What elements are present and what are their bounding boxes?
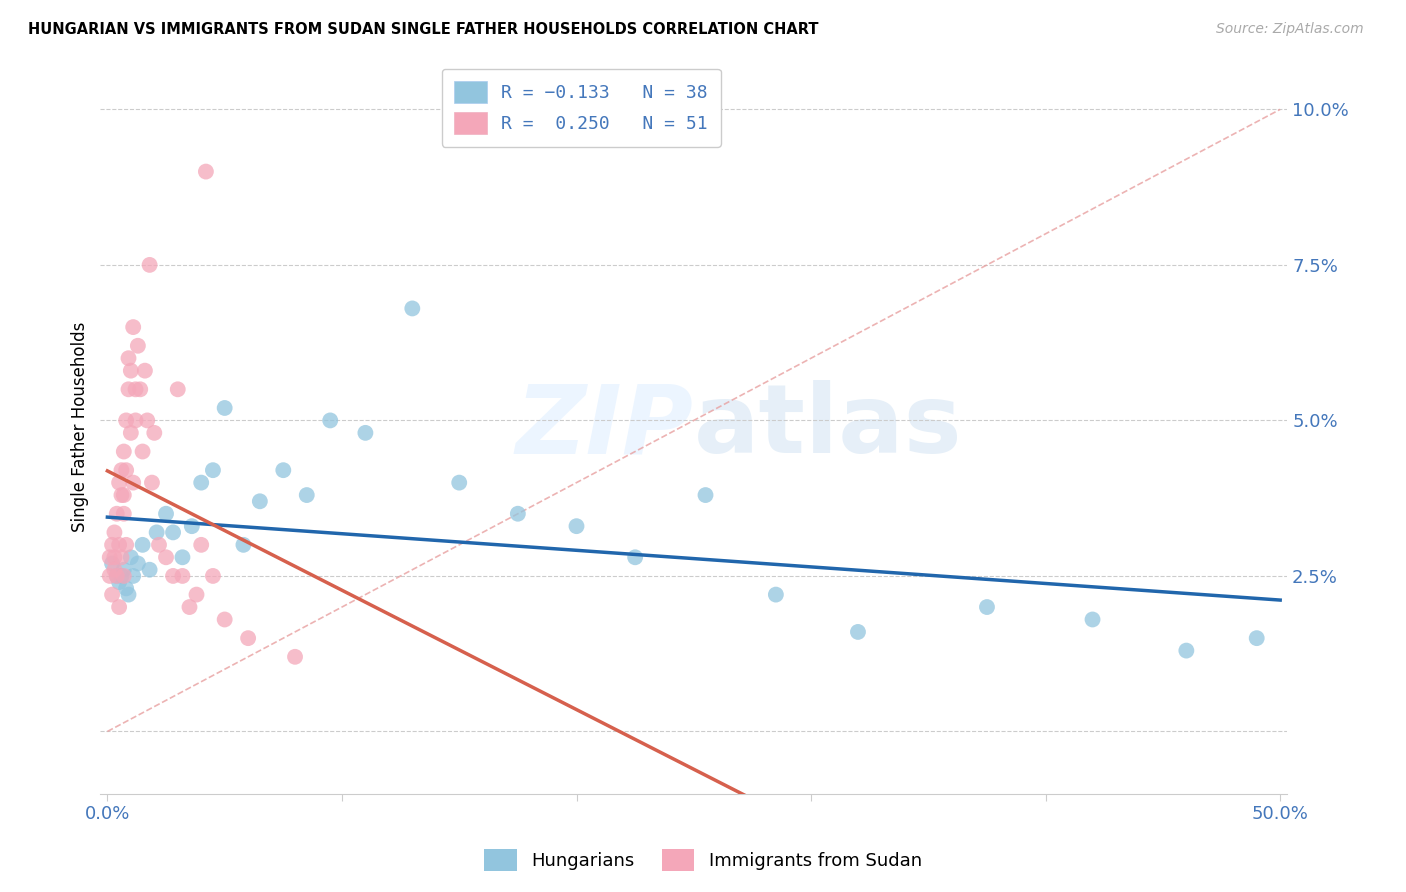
Point xyxy=(155,550,177,565)
Point xyxy=(201,569,224,583)
Point xyxy=(108,538,131,552)
Point xyxy=(271,463,294,477)
Text: HUNGARIAN VS IMMIGRANTS FROM SUDAN SINGLE FATHER HOUSEHOLDS CORRELATION CHART: HUNGARIAN VS IMMIGRANTS FROM SUDAN SINGL… xyxy=(28,22,818,37)
Point xyxy=(136,413,159,427)
Point xyxy=(624,550,647,565)
Point xyxy=(162,525,184,540)
Text: atlas: atlas xyxy=(693,380,962,473)
Point xyxy=(120,364,142,378)
Y-axis label: Single Father Households: Single Father Households xyxy=(72,321,89,532)
Point xyxy=(449,475,471,490)
Point xyxy=(112,507,135,521)
Point xyxy=(110,488,132,502)
Point xyxy=(846,624,869,639)
Point xyxy=(115,413,138,427)
Point xyxy=(172,550,194,565)
Point xyxy=(190,475,212,490)
Point xyxy=(695,488,717,502)
Point xyxy=(127,557,149,571)
Point xyxy=(506,507,529,521)
Point xyxy=(236,631,259,645)
Point xyxy=(122,475,145,490)
Point xyxy=(295,488,318,502)
Point xyxy=(101,557,124,571)
Point xyxy=(112,444,135,458)
Legend: Hungarians, Immigrants from Sudan: Hungarians, Immigrants from Sudan xyxy=(477,842,929,879)
Text: Source: ZipAtlas.com: Source: ZipAtlas.com xyxy=(1216,22,1364,37)
Point xyxy=(105,569,128,583)
Point xyxy=(214,612,236,626)
Point xyxy=(120,550,142,565)
Point xyxy=(1246,631,1268,645)
Point xyxy=(115,582,138,596)
Point xyxy=(166,382,188,396)
Point xyxy=(110,569,132,583)
Point xyxy=(1081,612,1104,626)
Point xyxy=(101,588,124,602)
Point xyxy=(122,569,145,583)
Point xyxy=(117,351,139,366)
Point xyxy=(976,600,998,615)
Point xyxy=(1175,643,1198,657)
Point xyxy=(190,538,212,552)
Point xyxy=(214,401,236,415)
Point xyxy=(105,507,128,521)
Point xyxy=(565,519,588,533)
Point xyxy=(138,563,160,577)
Point xyxy=(117,382,139,396)
Point xyxy=(131,444,153,458)
Point xyxy=(148,538,170,552)
Point xyxy=(124,413,146,427)
Point xyxy=(162,569,184,583)
Point xyxy=(249,494,271,508)
Point xyxy=(143,425,166,440)
Point xyxy=(401,301,423,316)
Point xyxy=(101,538,124,552)
Point xyxy=(124,382,146,396)
Point xyxy=(112,488,135,502)
Point xyxy=(145,525,167,540)
Legend: R = −0.133   N = 38, R =  0.250   N = 51: R = −0.133 N = 38, R = 0.250 N = 51 xyxy=(441,69,720,147)
Point xyxy=(134,364,156,378)
Point xyxy=(319,413,342,427)
Point xyxy=(108,600,131,615)
Point xyxy=(115,463,138,477)
Point xyxy=(108,575,131,590)
Point xyxy=(127,339,149,353)
Point xyxy=(103,550,125,565)
Point xyxy=(138,258,160,272)
Point xyxy=(108,475,131,490)
Point xyxy=(172,569,194,583)
Point xyxy=(179,600,201,615)
Point xyxy=(131,538,153,552)
Point xyxy=(98,550,121,565)
Point xyxy=(180,519,202,533)
Point xyxy=(232,538,254,552)
Point xyxy=(112,569,135,583)
Point xyxy=(105,569,128,583)
Point xyxy=(98,569,121,583)
Point xyxy=(112,563,135,577)
Point xyxy=(110,550,132,565)
Point xyxy=(194,164,217,178)
Point xyxy=(186,588,208,602)
Point xyxy=(117,588,139,602)
Text: ZIP: ZIP xyxy=(516,380,693,473)
Point xyxy=(122,320,145,334)
Point xyxy=(115,538,138,552)
Point xyxy=(201,463,224,477)
Point xyxy=(354,425,377,440)
Point xyxy=(284,649,307,664)
Point xyxy=(129,382,152,396)
Point xyxy=(155,507,177,521)
Point xyxy=(110,463,132,477)
Point xyxy=(103,563,125,577)
Point xyxy=(765,588,787,602)
Point xyxy=(141,475,163,490)
Point xyxy=(103,525,125,540)
Point xyxy=(120,425,142,440)
